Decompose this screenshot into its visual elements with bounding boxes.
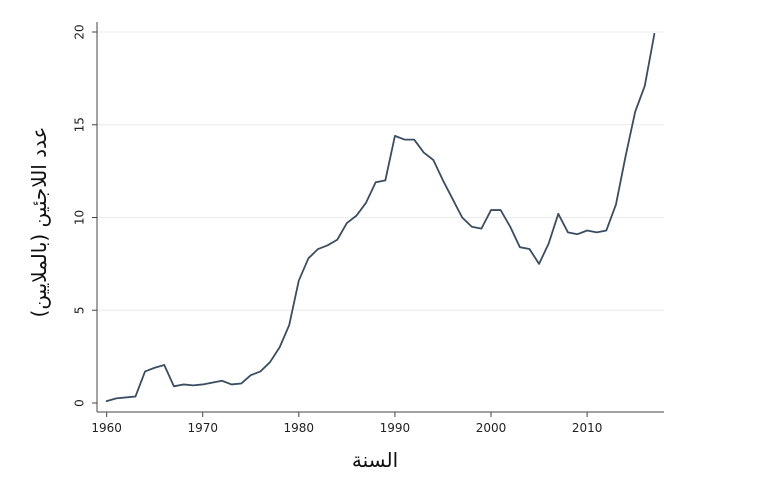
data-point-1976 [259, 370, 261, 372]
data-point-1982 [317, 248, 319, 250]
grid-lines [97, 31, 664, 311]
data-point-2013 [615, 203, 617, 205]
data-point-1973 [230, 383, 232, 385]
data-point-1981 [307, 257, 309, 259]
data-point-2011 [596, 231, 598, 233]
y-axis-title: عدد اللاجئين (بالملايين) [27, 127, 51, 318]
data-point-1972 [221, 380, 223, 382]
y-tick-label-10: 10 [73, 210, 87, 225]
y-tick-label-5: 5 [73, 306, 87, 314]
data-point-1962 [125, 396, 127, 398]
x-axis-title: السنة [352, 448, 398, 472]
data-point-2005 [538, 263, 540, 265]
data-point-2014 [624, 155, 626, 157]
data-point-1964 [144, 370, 146, 372]
data-point-1978 [278, 346, 280, 348]
data-point-2004 [528, 248, 530, 250]
data-point-2009 [576, 233, 578, 235]
data-point-1996 [451, 198, 453, 200]
data-point-1979 [288, 324, 290, 326]
data-point-1968 [182, 383, 184, 385]
data-point-1988 [374, 181, 376, 183]
x-tick-label-2010: 2010 [572, 421, 603, 435]
data-point-1991 [403, 138, 405, 140]
data-point-1975 [250, 374, 252, 376]
data-point-1961 [115, 397, 117, 399]
data-point-1974 [240, 382, 242, 384]
data-point-2006 [547, 242, 549, 244]
data-point-2001 [499, 209, 501, 211]
data-point-1963 [134, 395, 136, 397]
data-point-2003 [519, 246, 521, 248]
y-tick-label-0: 0 [73, 399, 87, 407]
x-tick-label-1980: 1980 [284, 421, 315, 435]
data-point-1989 [384, 179, 386, 181]
data-point-1998 [471, 226, 473, 228]
x-axis-ticks: 1960 1970 1980 1990 2000 2010 [91, 412, 602, 435]
data-point-1965 [153, 367, 155, 369]
y-tick-label-15: 15 [73, 117, 87, 132]
data-point-2015 [634, 111, 636, 113]
x-tick-label-1960: 1960 [91, 421, 122, 435]
data-point-1993 [423, 151, 425, 153]
data-point-2007 [557, 213, 559, 215]
data-point-1983 [326, 244, 328, 246]
y-axis-ticks: 0 5 10 15 20 [73, 24, 97, 407]
data-point-1990 [394, 135, 396, 137]
x-tick-label-2000: 2000 [476, 421, 507, 435]
data-point-2000 [490, 209, 492, 211]
data-point-2016 [644, 85, 646, 87]
data-point-1999 [480, 227, 482, 229]
data-point-2010 [586, 229, 588, 231]
data-point-2002 [509, 226, 511, 228]
x-tick-label-1970: 1970 [187, 421, 218, 435]
data-point-1980 [298, 279, 300, 281]
data-point-1995 [442, 179, 444, 181]
data-point-1994 [432, 159, 434, 161]
x-tick-label-1990: 1990 [380, 421, 411, 435]
data-point-2008 [567, 231, 569, 233]
data-point-1970 [202, 383, 204, 385]
data-point-1960 [105, 400, 107, 402]
data-point-1984 [336, 239, 338, 241]
data-point-2017 [653, 33, 655, 35]
data-point-1971 [211, 381, 213, 383]
data-point-1992 [413, 138, 415, 140]
data-point-1987 [365, 201, 367, 203]
data-point-2012 [605, 229, 607, 231]
data-point-1986 [355, 214, 357, 216]
data-point-1967 [173, 385, 175, 387]
data-point-1985 [346, 222, 348, 224]
y-tick-label-20: 20 [73, 24, 87, 39]
data-point-1977 [269, 361, 271, 363]
series-line-refugees [105, 32, 656, 403]
data-point-1966 [163, 364, 165, 366]
data-point-1969 [192, 384, 194, 386]
data-point-1997 [461, 216, 463, 218]
